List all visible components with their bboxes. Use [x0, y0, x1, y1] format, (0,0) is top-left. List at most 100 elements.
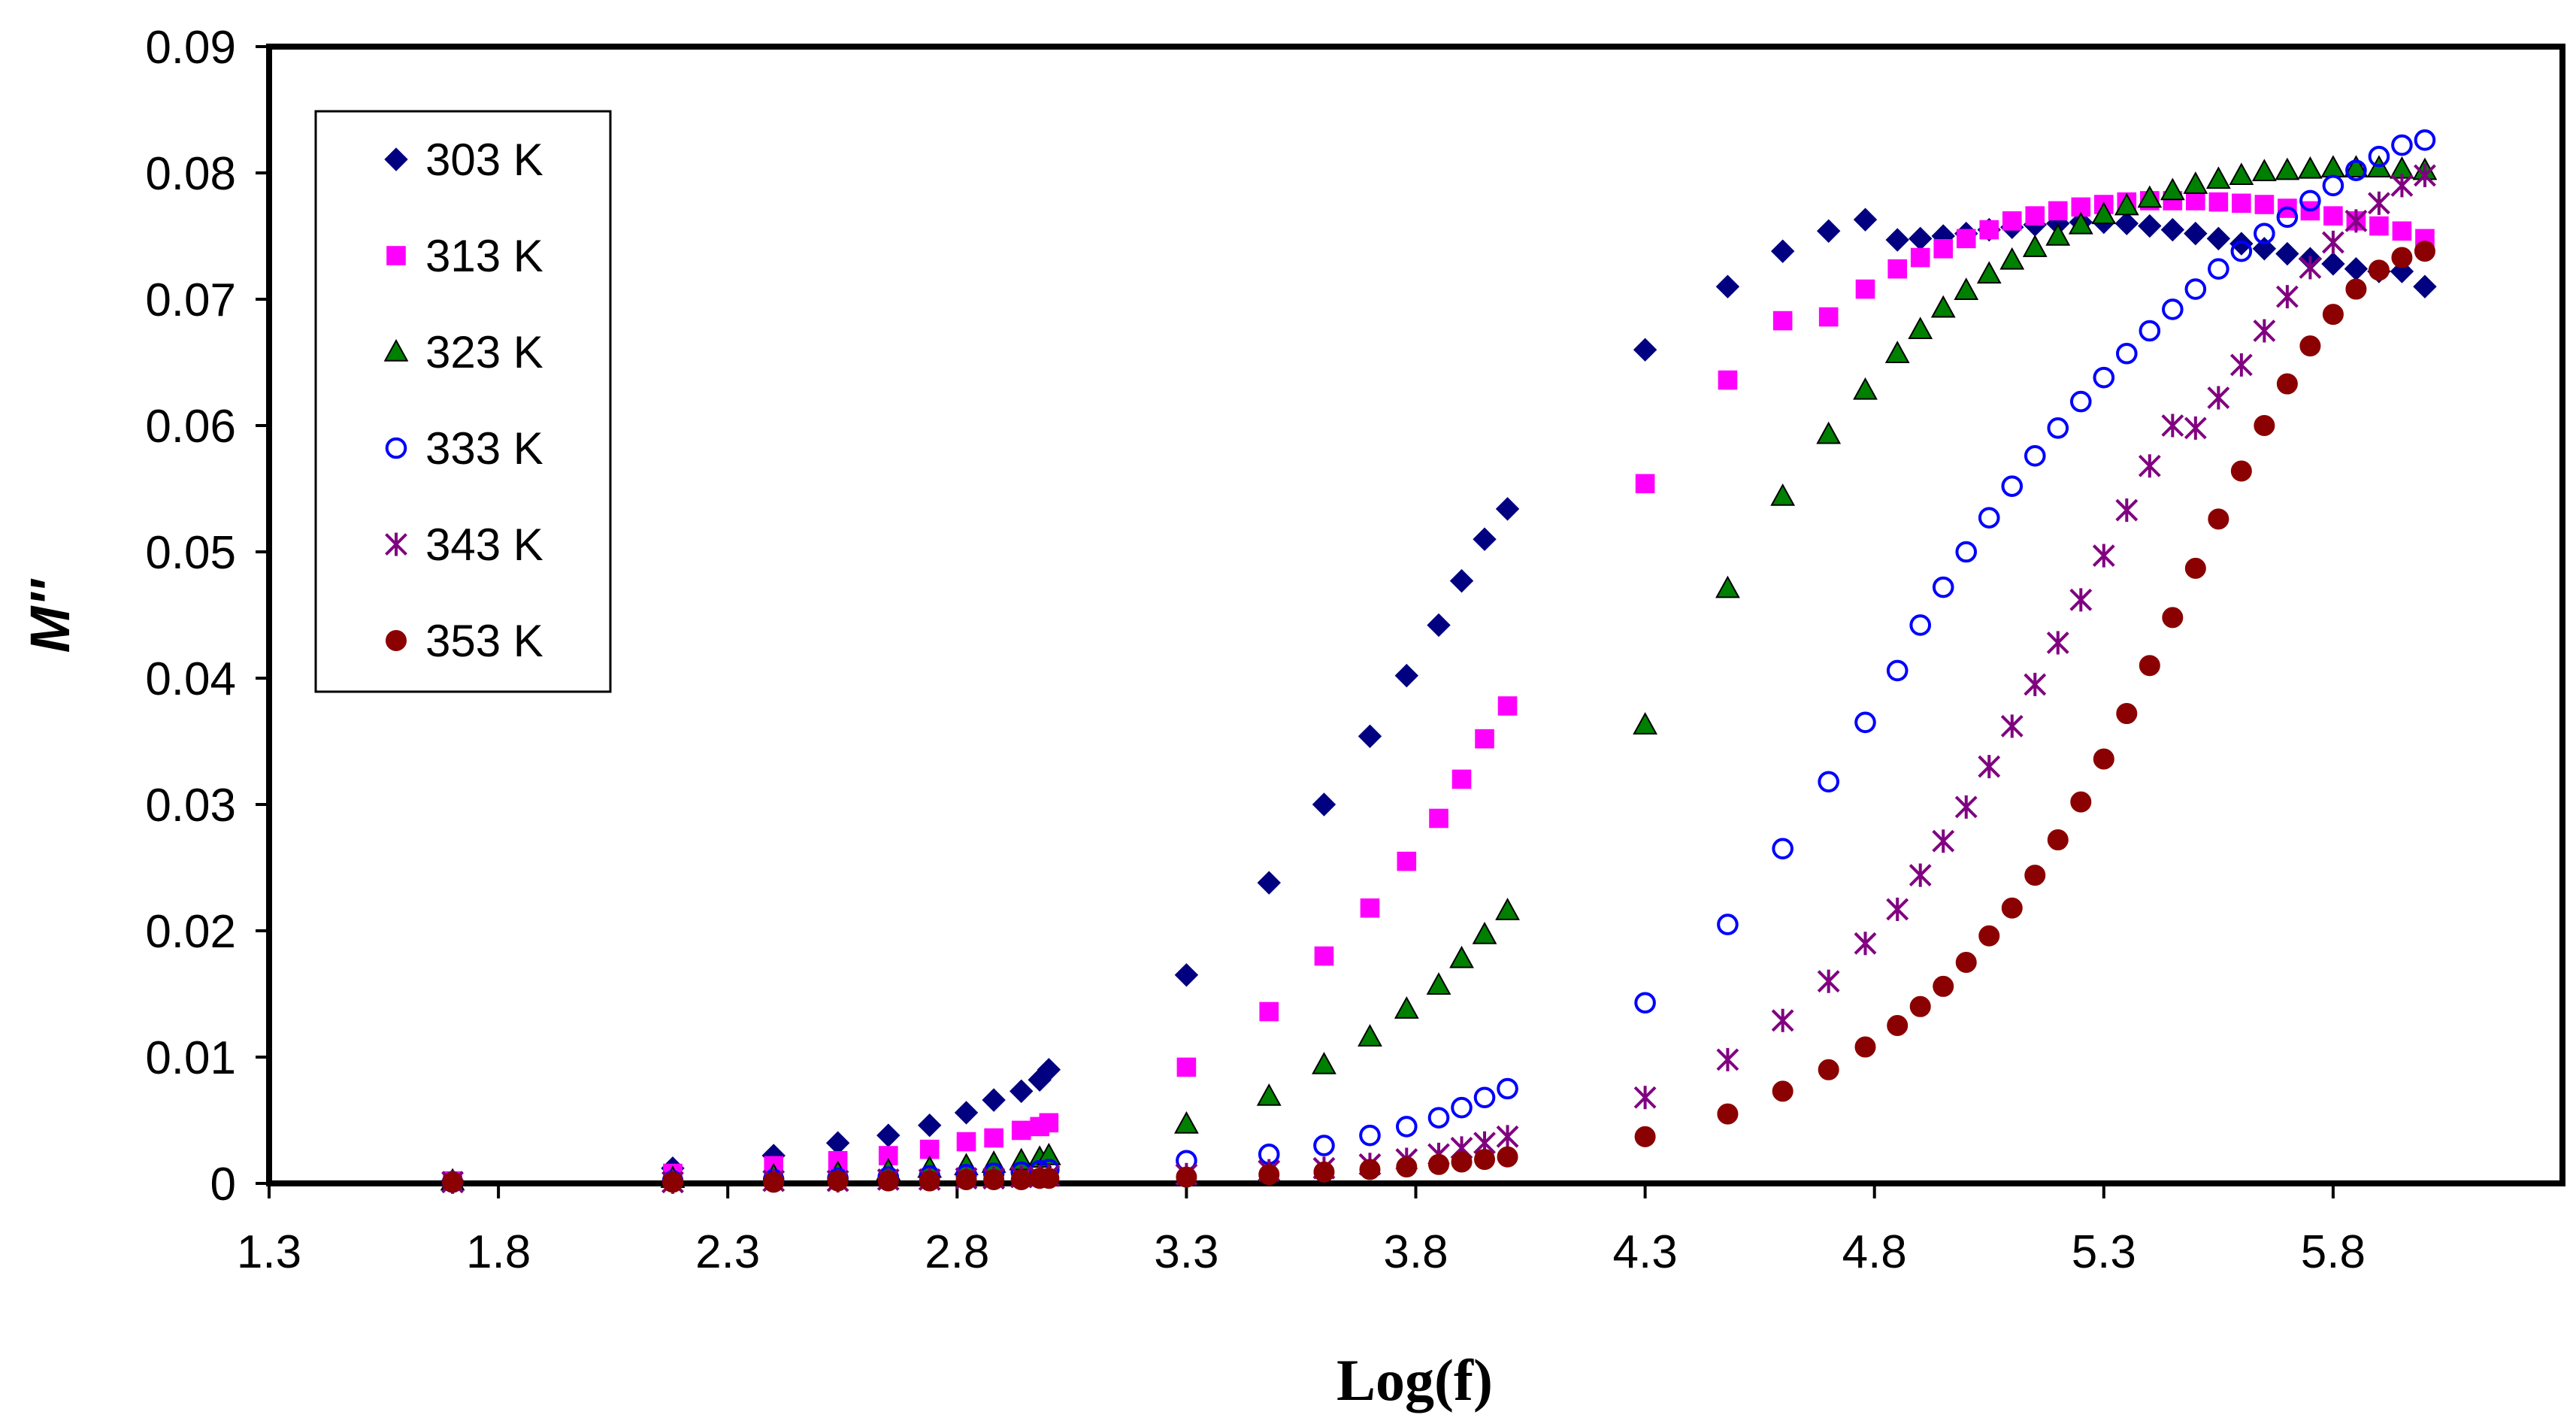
- data-point: [2116, 703, 2138, 725]
- data-point: [1011, 1120, 1031, 1141]
- data-point: [2297, 156, 2323, 179]
- data-point: [1979, 220, 1999, 240]
- data-point: [2229, 232, 2254, 256]
- data-point: [2025, 206, 2045, 226]
- data-point: [1497, 1077, 1518, 1100]
- data-point: [2001, 897, 2023, 919]
- data-point: [1472, 921, 1497, 944]
- data-point: [2024, 445, 2046, 467]
- data-point: [2001, 475, 2024, 497]
- data-point: [1395, 1116, 1418, 1138]
- series-313-k: [443, 191, 2435, 1191]
- data-point: [2161, 414, 2184, 438]
- legend-marker: [383, 338, 409, 362]
- data-point: [1429, 808, 1448, 829]
- data-point: [2115, 498, 2139, 523]
- data-point: [1772, 311, 1793, 331]
- x-tick-label: 1.3: [237, 1226, 301, 1278]
- data-point: [2368, 145, 2390, 168]
- data-point: [1717, 913, 1739, 935]
- data-point: [1397, 851, 1417, 871]
- data-point: [1451, 1096, 1473, 1119]
- data-point: [982, 1088, 1006, 1112]
- data-point: [1451, 1151, 1473, 1173]
- data-point: [2275, 285, 2299, 309]
- x-tick-label: 2.8: [925, 1226, 989, 1278]
- data-point: [1933, 975, 1954, 997]
- data-point: [1427, 613, 1451, 638]
- data-point: [2414, 129, 2436, 151]
- data-point: [2345, 159, 2367, 181]
- data-point: [2392, 221, 2412, 241]
- data-point: [1358, 724, 1382, 748]
- data-point: [1475, 729, 1494, 749]
- data-point: [877, 1170, 899, 1192]
- data-point: [1633, 338, 1657, 362]
- data-point: [1257, 871, 1281, 895]
- data-point: [2024, 865, 2046, 886]
- data-point: [1978, 507, 2000, 529]
- data-point: [1909, 614, 1932, 636]
- data-point: [919, 1170, 940, 1192]
- data-point: [1884, 341, 1910, 363]
- data-point: [955, 1168, 977, 1190]
- data-point: [1955, 541, 1978, 563]
- data-point: [1635, 474, 1655, 494]
- data-point: [1428, 1153, 1450, 1175]
- data-point: [2184, 416, 2207, 440]
- legend-label: 333 K: [425, 423, 543, 474]
- data-point: [1176, 1166, 1197, 1188]
- y-tick-label: 0.09: [145, 22, 236, 74]
- data-point: [2414, 241, 2435, 262]
- data-point: [1999, 247, 2025, 270]
- data-point: [1037, 1058, 1061, 1082]
- data-point: [1954, 795, 1978, 819]
- data-point: [2208, 192, 2229, 212]
- data-point: [1633, 1086, 1657, 1110]
- data-point: [1770, 483, 1796, 506]
- data-point: [1634, 1126, 1656, 1147]
- data-point: [2414, 163, 2436, 187]
- data-point: [2391, 134, 2413, 156]
- data-point: [2138, 214, 2162, 238]
- data-point: [1887, 259, 1908, 279]
- data-point: [2070, 791, 2092, 813]
- y-axis-title: M'': [19, 578, 81, 653]
- legend-marker: [386, 630, 407, 651]
- data-point: [2137, 185, 2163, 208]
- data-point: [2139, 655, 2160, 677]
- data-point: [2254, 415, 2275, 436]
- data-point: [2230, 460, 2252, 482]
- plot-area: [266, 44, 2565, 1186]
- data-point: [2046, 631, 2069, 655]
- data-point: [2138, 454, 2161, 478]
- x-tick-label: 1.8: [466, 1226, 531, 1278]
- data-point: [1473, 1086, 1496, 1109]
- data-point: [1474, 1149, 1496, 1171]
- data-point: [442, 1171, 464, 1193]
- data-point: [983, 1168, 1005, 1190]
- data-point: [1449, 568, 1474, 593]
- data-point: [1256, 1083, 1282, 1106]
- data-point: [1770, 239, 1795, 263]
- data-point: [1715, 575, 1740, 598]
- data-point: [1908, 317, 1933, 340]
- legend-label: 343 K: [425, 520, 543, 570]
- data-point: [2369, 216, 2389, 236]
- legend-box: [314, 110, 612, 693]
- data-point: [1174, 963, 1199, 987]
- x-tick-label: 3.3: [1154, 1226, 1218, 1278]
- data-point: [1909, 863, 1932, 887]
- data-point: [1853, 377, 1878, 400]
- data-point: [2275, 157, 2300, 180]
- y-tick-label: 0.08: [145, 148, 236, 200]
- data-point: [2183, 171, 2208, 194]
- data-point: [1933, 239, 1954, 259]
- data-point: [2160, 217, 2185, 242]
- data-point: [1634, 992, 1656, 1014]
- data-point: [2276, 373, 2298, 395]
- data-point: [2024, 672, 2047, 696]
- data-point: [1495, 898, 1520, 920]
- data-point: [1312, 1052, 1336, 1074]
- data-point: [2093, 366, 2115, 389]
